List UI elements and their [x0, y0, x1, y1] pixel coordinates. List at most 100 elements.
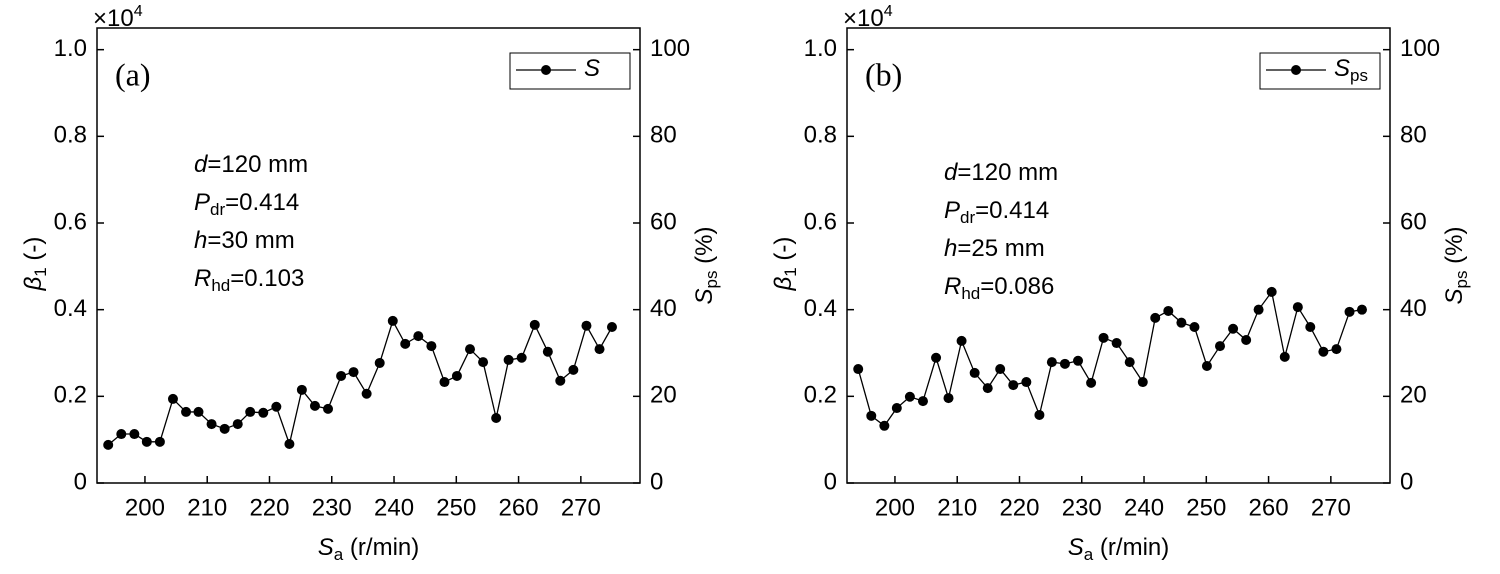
y2-axis-label-part: S [691, 288, 718, 304]
y-tick-label: 1.0 [54, 35, 87, 62]
x-tick-label: 200 [875, 494, 915, 521]
x-axis-label: Sa (r/min) [318, 534, 419, 564]
data-point [1189, 322, 1200, 332]
data-point [1059, 358, 1070, 369]
y-tick-label: 0.8 [804, 122, 837, 149]
data-point [1021, 377, 1032, 388]
data-point [193, 406, 204, 417]
data-point [1098, 332, 1109, 343]
annotation: h=25 mm [944, 235, 1045, 262]
data-point [891, 403, 902, 414]
data-point [181, 406, 192, 417]
x-tick-label: 220 [999, 494, 1039, 521]
x-axis-label-part: (r/min) [1093, 534, 1169, 561]
y-tick-label: 0.8 [54, 122, 87, 149]
data-point [284, 439, 295, 449]
data-point [451, 370, 462, 381]
annotation-part: =120 mm [957, 159, 1058, 186]
legend-box [1259, 52, 1381, 90]
data-point [478, 357, 489, 368]
annotation: Rhd=0.103 [194, 265, 304, 295]
annotation-part: dr [210, 200, 225, 219]
y-tick-label: 0.6 [54, 208, 87, 235]
data-point [969, 367, 980, 378]
panel-label: (a) [115, 56, 151, 92]
data-point [1124, 357, 1135, 368]
data-point [516, 352, 527, 363]
data-point [361, 388, 372, 399]
data-point [116, 429, 127, 440]
legend-label-part: S [1334, 55, 1350, 82]
x-axis-label-part: S [1068, 534, 1084, 561]
y2-tick-label: 80 [1400, 122, 1427, 149]
data-point [154, 436, 165, 447]
y-axis-label-part: β [770, 276, 797, 291]
data-point [141, 436, 152, 447]
data-point [336, 370, 347, 381]
x-tick-label: 250 [1186, 494, 1226, 521]
data-point [555, 375, 566, 386]
data-point [943, 393, 954, 404]
y2-tick-label: 20 [1400, 382, 1427, 409]
x-tick-label: 210 [937, 494, 977, 521]
data-point [387, 315, 398, 326]
legend-box [509, 52, 631, 90]
annotation: Pdr=0.414 [194, 189, 299, 219]
y2-tick-label: 0 [1400, 468, 1413, 495]
annotation-part: =30 mm [207, 227, 294, 254]
data-point [1279, 351, 1290, 362]
y-tick-label: 0.2 [54, 382, 87, 409]
y-axis-label-part: 1 [781, 267, 800, 276]
y-axis-label-part: (-) [20, 237, 47, 268]
data-point [931, 352, 942, 363]
data-point [1073, 355, 1084, 366]
data-point [296, 384, 307, 395]
data-point [271, 401, 282, 412]
data-point [1253, 304, 1264, 315]
y-axis-label-part: 1 [31, 267, 50, 276]
data-point [1046, 357, 1057, 368]
y-tick-label: 0.6 [804, 208, 837, 235]
axis-multiplier: ×104 [93, 3, 143, 32]
data-point [1137, 377, 1148, 388]
y2-tick-label: 80 [650, 122, 677, 149]
data-point [1241, 335, 1252, 345]
annotation-part: R [944, 273, 961, 300]
data-point [103, 439, 114, 450]
data-point [879, 420, 890, 431]
multiplier-base: ×10 [93, 5, 134, 32]
data-point [232, 419, 243, 430]
annotation: h=30 mm [194, 227, 295, 254]
data-point [1163, 305, 1174, 316]
x-tick-label: 240 [374, 494, 414, 521]
data-point [167, 393, 178, 404]
x-tick-label: 250 [436, 494, 476, 521]
x-axis-label-part: (r/min) [343, 534, 419, 561]
y-axis-label-part: (-) [770, 237, 797, 268]
data-point [866, 410, 877, 421]
annotation-part: =120 mm [207, 151, 308, 178]
annotation-part: dr [960, 208, 975, 227]
data-point [1318, 346, 1329, 357]
annotation-part: =0.414 [225, 189, 299, 216]
data-point [1034, 409, 1045, 420]
annotation: d=120 mm [194, 151, 308, 178]
annotation-part: h [194, 227, 207, 254]
y-axis-label-part: β [20, 276, 47, 291]
multiplier-exp: 4 [884, 3, 893, 20]
data-point [348, 367, 359, 378]
data-point [219, 423, 230, 434]
legend-marker [541, 65, 551, 75]
data-point [956, 335, 967, 346]
y2-tick-label: 0 [650, 468, 663, 495]
multiplier-exp: 4 [134, 3, 143, 20]
data-point [245, 406, 256, 417]
annotation-part: =0.414 [975, 197, 1049, 224]
x-tick-label: 210 [187, 494, 227, 521]
annotation-part: hd [961, 284, 980, 303]
y-axis-label: β1 (-) [770, 237, 800, 292]
data-point [400, 338, 411, 349]
y2-tick-label: 100 [1400, 35, 1440, 62]
annotation-part: hd [211, 276, 230, 295]
plot-frame [846, 27, 1391, 484]
